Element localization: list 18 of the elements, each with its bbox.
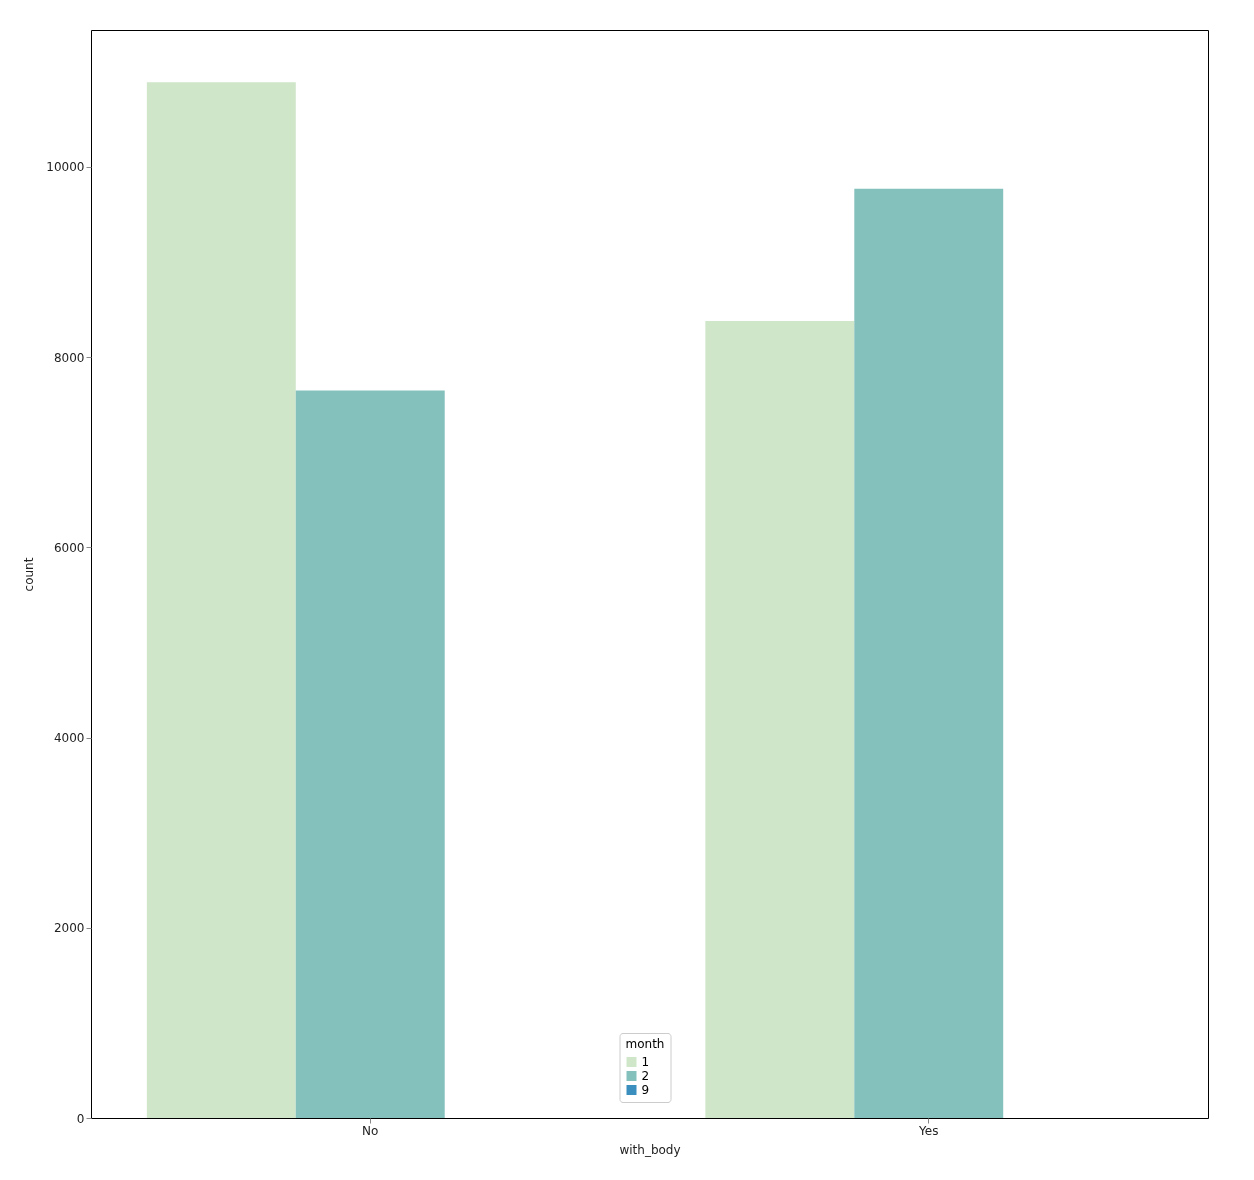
y-tick-label: 2000 <box>53 921 85 936</box>
bar <box>146 82 296 1118</box>
y-tick-label: 6000 <box>53 540 85 555</box>
y-tick-label: 0 <box>76 1111 85 1126</box>
bar <box>854 188 1004 1118</box>
y-axis-title: count <box>22 557 37 592</box>
legend-label: 2 <box>641 1069 650 1083</box>
y-tick-label: 10000 <box>46 160 85 175</box>
legend-title: month <box>625 1037 665 1051</box>
legend-label: 9 <box>641 1083 650 1097</box>
legend-label: 1 <box>641 1055 650 1069</box>
y-tick-label: 4000 <box>53 731 85 746</box>
x-axis-title: with_body <box>619 1142 681 1157</box>
bar <box>705 321 855 1118</box>
y-tick-label: 8000 <box>53 350 85 365</box>
x-tick-label: No <box>362 1123 379 1138</box>
bar <box>295 390 445 1118</box>
x-tick-label: Yes <box>918 1123 939 1138</box>
